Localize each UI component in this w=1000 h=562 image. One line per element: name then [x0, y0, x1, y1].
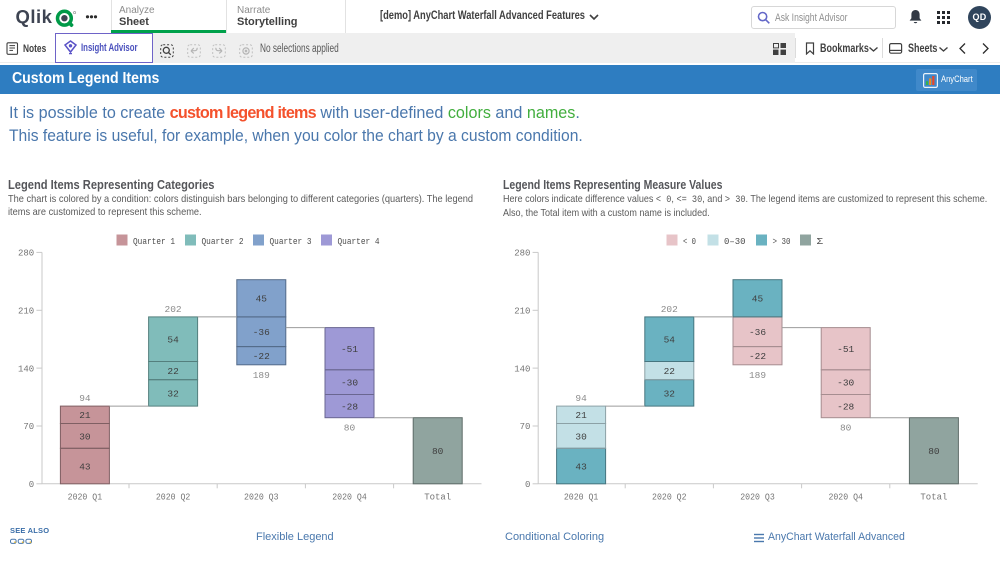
svg-text:-30: -30 [837, 378, 854, 389]
svg-text:43: 43 [575, 461, 587, 472]
svg-text:189: 189 [749, 370, 766, 381]
svg-text:140: 140 [18, 364, 34, 374]
svg-text:280: 280 [18, 249, 34, 259]
svg-text:-30: -30 [341, 378, 358, 389]
svg-text:2020 Q1: 2020 Q1 [68, 493, 103, 503]
svg-text:80: 80 [928, 446, 940, 457]
svg-text:Quarter 2: Quarter 2 [202, 236, 244, 247]
svg-text:202: 202 [165, 304, 182, 315]
svg-text:< 0: < 0 [683, 236, 696, 247]
svg-text:Quarter 3: Quarter 3 [270, 236, 312, 247]
svg-text:21: 21 [79, 410, 91, 421]
svg-text:2020 Q3: 2020 Q3 [244, 493, 279, 503]
svg-text:80: 80 [840, 423, 852, 434]
svg-text:202: 202 [661, 304, 678, 315]
svg-text:Qlik: Qlik [16, 6, 53, 27]
svg-text:2020 Q1: 2020 Q1 [564, 493, 599, 503]
svg-text:210: 210 [18, 307, 34, 317]
svg-text:94: 94 [575, 393, 587, 404]
svg-text:-51: -51 [837, 344, 854, 355]
svg-text:-36: -36 [749, 327, 766, 338]
svg-text:80: 80 [344, 423, 356, 434]
svg-text:Quarter 4: Quarter 4 [338, 236, 380, 247]
svg-text:45: 45 [752, 294, 764, 305]
svg-text:43: 43 [79, 461, 91, 472]
svg-text:45: 45 [256, 294, 268, 305]
svg-text:Quarter 1: Quarter 1 [133, 236, 175, 247]
svg-text:70: 70 [23, 422, 34, 432]
svg-text:> 30: > 30 [773, 236, 791, 247]
svg-text:54: 54 [664, 335, 676, 346]
svg-text:2020 Q2: 2020 Q2 [156, 493, 191, 503]
svg-text:-28: -28 [341, 402, 358, 413]
svg-text:30: 30 [575, 431, 587, 442]
svg-text:70: 70 [520, 422, 531, 432]
svg-text:2020 Q4: 2020 Q4 [828, 493, 863, 503]
svg-text:2020 Q4: 2020 Q4 [332, 493, 367, 503]
svg-text:-36: -36 [253, 327, 270, 338]
svg-text:94: 94 [79, 393, 91, 404]
svg-text:-51: -51 [341, 344, 358, 355]
svg-text:22: 22 [167, 366, 179, 377]
svg-text:0: 0 [29, 480, 34, 490]
svg-text:Σ: Σ [817, 236, 824, 247]
svg-text:2020 Q3: 2020 Q3 [740, 493, 775, 503]
svg-text:210: 210 [514, 307, 530, 317]
svg-text:32: 32 [664, 388, 676, 399]
svg-text:0: 0 [525, 480, 530, 490]
svg-text:22: 22 [664, 366, 676, 377]
svg-text:21: 21 [575, 410, 587, 421]
svg-text:54: 54 [167, 335, 179, 346]
svg-text:280: 280 [514, 249, 530, 259]
svg-text:189: 189 [253, 370, 270, 381]
svg-text:-22: -22 [253, 351, 270, 362]
svg-text:-28: -28 [837, 402, 854, 413]
svg-text:Total: Total [424, 493, 451, 503]
svg-text:-22: -22 [749, 351, 766, 362]
svg-text:140: 140 [514, 364, 530, 374]
svg-text:0–30: 0–30 [724, 236, 746, 247]
svg-text:30: 30 [79, 431, 91, 442]
svg-text:32: 32 [167, 388, 179, 399]
svg-text:Total: Total [920, 493, 947, 503]
svg-text:2020 Q2: 2020 Q2 [652, 493, 687, 503]
svg-text:80: 80 [432, 446, 444, 457]
